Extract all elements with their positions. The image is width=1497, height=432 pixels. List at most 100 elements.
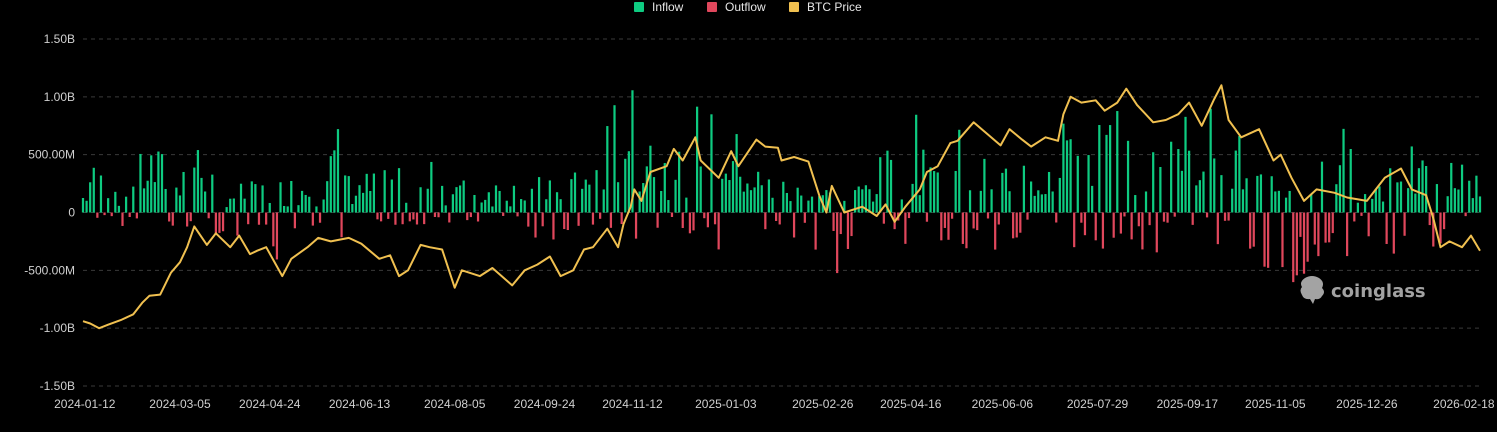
inflow-bar[interactable]: [1453, 188, 1456, 213]
inflow-bar[interactable]: [282, 205, 286, 213]
inflow-bar[interactable]: [164, 188, 167, 213]
inflow-bar[interactable]: [1058, 177, 1061, 213]
inflow-bar[interactable]: [458, 185, 462, 213]
outflow-bar[interactable]: [1432, 212, 1435, 247]
inflow-bar[interactable]: [1417, 168, 1421, 213]
inflow-bar[interactable]: [153, 182, 156, 213]
outflow-bar[interactable]: [1205, 212, 1209, 218]
outflow-bar[interactable]: [275, 212, 279, 260]
inflow-bar[interactable]: [695, 106, 699, 213]
outflow-bar[interactable]: [469, 212, 472, 218]
inflow-bar[interactable]: [1091, 185, 1094, 213]
inflow-bar[interactable]: [1195, 185, 1198, 213]
inflow-bar[interactable]: [254, 184, 257, 213]
inflow-bar[interactable]: [1069, 139, 1072, 213]
outflow-bar[interactable]: [1216, 212, 1219, 245]
inflow-bar[interactable]: [347, 176, 350, 213]
inflow-bar[interactable]: [735, 134, 738, 213]
inflow-bar[interactable]: [239, 183, 243, 213]
inflow-bar[interactable]: [512, 185, 516, 213]
inflow-bar[interactable]: [807, 200, 810, 213]
legend-label-outflow[interactable]: Outflow: [725, 0, 766, 14]
inflow-bar[interactable]: [1241, 189, 1245, 213]
inflow-bar[interactable]: [1475, 175, 1478, 213]
outflow-bar[interactable]: [1094, 212, 1097, 241]
inflow-bar[interactable]: [344, 175, 347, 213]
inflow-bar[interactable]: [1126, 140, 1130, 213]
inflow-bar[interactable]: [710, 114, 713, 213]
inflow-bar[interactable]: [789, 201, 792, 213]
outflow-bar[interactable]: [541, 212, 544, 227]
outflow-bar[interactable]: [1360, 212, 1363, 216]
btc-price-line[interactable]: [82, 84, 1481, 330]
inflow-bar[interactable]: [663, 163, 666, 213]
inflow-bar[interactable]: [124, 196, 128, 213]
inflow-bar[interactable]: [455, 187, 458, 213]
inflow-bar[interactable]: [760, 185, 763, 213]
outflow-bar[interactable]: [634, 212, 638, 239]
inflow-bar[interactable]: [602, 189, 605, 213]
inflow-bar[interactable]: [1274, 191, 1277, 213]
outflow-bar[interactable]: [516, 212, 519, 217]
inflow-bar[interactable]: [1468, 180, 1471, 213]
legend-swatch-outflow[interactable]: [707, 2, 717, 12]
outflow-bar[interactable]: [168, 212, 171, 222]
outflow-bar[interactable]: [832, 212, 835, 231]
inflow-bar[interactable]: [782, 181, 785, 213]
inflow-bar[interactable]: [505, 200, 508, 213]
outflow-bar[interactable]: [218, 212, 221, 233]
outflow-bar[interactable]: [1263, 212, 1266, 267]
inflow-bar[interactable]: [616, 182, 620, 213]
outflow-bar[interactable]: [1306, 212, 1309, 262]
outflow-bar[interactable]: [882, 212, 885, 224]
inflow-bar[interactable]: [1184, 116, 1187, 213]
inflow-bar[interactable]: [1378, 186, 1381, 213]
outflow-bar[interactable]: [1166, 212, 1169, 223]
inflow-bar[interactable]: [358, 185, 361, 213]
outflow-bar[interactable]: [552, 212, 555, 240]
inflow-bar[interactable]: [1198, 180, 1201, 213]
outflow-bar[interactable]: [1302, 212, 1306, 274]
outflow-bar[interactable]: [110, 212, 113, 217]
outflow-bar[interactable]: [1367, 212, 1370, 237]
outflow-bar[interactable]: [925, 212, 929, 222]
inflow-bar[interactable]: [875, 194, 878, 213]
inflow-bar[interactable]: [430, 161, 433, 213]
inflow-bar[interactable]: [1320, 161, 1324, 213]
inflow-bar[interactable]: [854, 190, 857, 213]
outflow-bar[interactable]: [609, 212, 613, 228]
inflow-bar[interactable]: [390, 179, 393, 213]
outflow-bar[interactable]: [706, 212, 709, 228]
legend-swatch-btc-price[interactable]: [789, 2, 799, 12]
outflow-bar[interactable]: [713, 212, 717, 225]
inflow-bar[interactable]: [1105, 134, 1108, 213]
inflow-bar[interactable]: [1001, 172, 1004, 213]
inflow-bar[interactable]: [322, 199, 325, 213]
inflow-bar[interactable]: [954, 170, 957, 213]
inflow-bar[interactable]: [480, 202, 483, 213]
inflow-bar[interactable]: [81, 198, 85, 213]
inflow-bar[interactable]: [178, 195, 182, 213]
inflow-bar[interactable]: [1363, 194, 1367, 213]
inflow-bar[interactable]: [92, 167, 95, 213]
outflow-bar[interactable]: [1101, 212, 1105, 249]
inflow-bar[interactable]: [900, 199, 903, 213]
outflow-bar[interactable]: [577, 212, 580, 226]
outflow-bar[interactable]: [1442, 212, 1446, 230]
inflow-bar[interactable]: [767, 179, 771, 213]
inflow-bar[interactable]: [613, 105, 616, 213]
inflow-bar[interactable]: [365, 173, 368, 213]
inflow-bar[interactable]: [739, 176, 742, 213]
outflow-bar[interactable]: [221, 212, 225, 232]
inflow-bar[interactable]: [1270, 176, 1273, 213]
outflow-bar[interactable]: [1155, 212, 1158, 253]
outflow-bar[interactable]: [466, 212, 469, 221]
inflow-bar[interactable]: [229, 198, 232, 213]
inflow-bar[interactable]: [1425, 166, 1428, 213]
inflow-bar[interactable]: [1338, 165, 1342, 213]
inflow-bar[interactable]: [1396, 182, 1399, 213]
outflow-bar[interactable]: [1227, 212, 1230, 221]
outflow-bar[interactable]: [1317, 212, 1320, 257]
inflow-bar[interactable]: [1037, 190, 1040, 213]
inflow-bar[interactable]: [868, 189, 871, 213]
